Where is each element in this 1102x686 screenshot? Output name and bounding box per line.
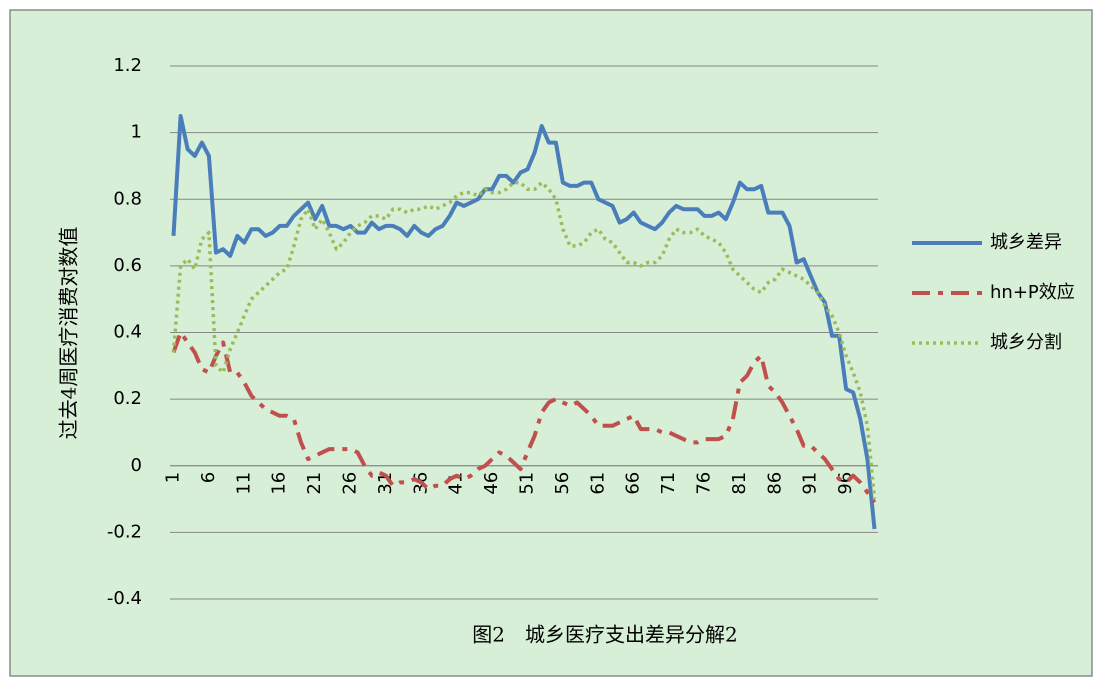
x-tick-label: 26	[340, 472, 361, 495]
x-tick-label: 1	[163, 472, 184, 483]
y-tick-label: -0.4	[107, 588, 142, 609]
x-tick-label: 71	[658, 472, 679, 495]
series-line	[171, 330, 877, 504]
series-line	[171, 180, 877, 500]
x-tick-label: 16	[269, 472, 290, 495]
x-tick-label: 21	[304, 472, 325, 495]
y-tick-label: 1	[131, 122, 142, 143]
x-tick-label: 46	[481, 472, 502, 495]
chart-background	[9, 9, 1093, 677]
y-tick-label: 0.8	[113, 188, 142, 209]
x-tick-label: 31	[375, 472, 396, 495]
legend-label: hn+P效应	[990, 282, 1075, 303]
y-tick-label: 1.2	[113, 55, 142, 76]
y-axis-label: 过去4周医疗消费对数值	[57, 227, 81, 440]
x-tick-label: 66	[623, 472, 644, 495]
x-tick-label: 6	[198, 472, 219, 483]
x-tick-label: 81	[729, 472, 750, 495]
x-tick-label: 61	[587, 472, 608, 495]
series-line	[171, 114, 877, 530]
x-tick-label: 56	[552, 472, 573, 495]
x-tick-label: 76	[694, 472, 715, 495]
y-tick-label: -0.2	[107, 521, 142, 542]
legend-label: 城乡分割	[990, 332, 1062, 353]
x-tick-label: 86	[764, 472, 785, 495]
x-tick-label: 91	[800, 472, 821, 495]
legend-label: 城乡差异	[990, 232, 1062, 253]
y-tick-label: 0.6	[113, 255, 142, 276]
x-tick-label: 11	[233, 472, 254, 495]
y-tick-label: 0.2	[113, 388, 142, 409]
y-tick-label: 0.4	[113, 322, 142, 343]
x-tick-label: 51	[517, 472, 538, 495]
chart-title: 图2 城乡医疗支出差异分解2	[472, 623, 737, 647]
y-tick-label: 0	[131, 455, 142, 476]
